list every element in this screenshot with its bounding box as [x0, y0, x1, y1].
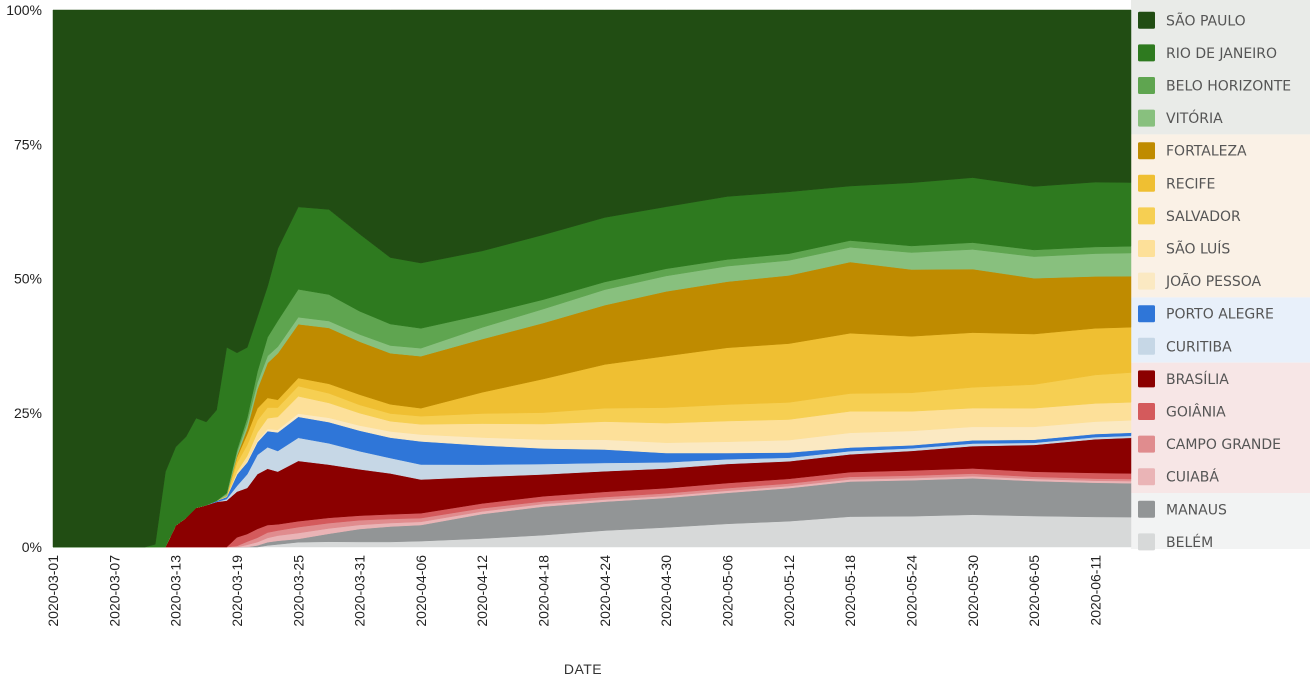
- legend-item[interactable]: BRASÍLIA: [1138, 370, 1229, 388]
- legend-swatch: [1138, 468, 1155, 486]
- legend-item[interactable]: MANAUS: [1138, 500, 1227, 519]
- legend-label: BELO HORIZONTE: [1166, 79, 1291, 95]
- legend-label: CUIABÁ: [1166, 469, 1219, 486]
- y-tick-label: 75%: [14, 136, 42, 152]
- x-tick-label: 2020-04-30: [658, 555, 674, 627]
- x-tick-label: 2020-03-07: [106, 555, 122, 627]
- legend-item[interactable]: GOIÂNIA: [1138, 403, 1226, 421]
- legend-swatch: [1138, 207, 1155, 225]
- legend-item[interactable]: BELO HORIZONTE: [1138, 77, 1291, 95]
- legend-group-norte: [1131, 493, 1310, 549]
- x-tick-label: 2020-04-18: [536, 555, 552, 627]
- x-tick-label: 2020-03-25: [290, 555, 306, 627]
- y-tick-label: 50%: [14, 271, 42, 287]
- legend-group-sudeste: [1131, 0, 1310, 135]
- legend-item[interactable]: CAMPO GRANDE: [1138, 435, 1281, 454]
- legend-item[interactable]: VITÓRIA: [1138, 109, 1223, 127]
- legend-label: SÃO LUÍS: [1166, 241, 1230, 258]
- legend-label: GOIÂNIA: [1166, 403, 1226, 421]
- legend-item[interactable]: PORTO ALEGRE: [1138, 305, 1274, 323]
- x-tick-label: 2020-03-19: [229, 555, 245, 627]
- legend-group-sul: [1131, 297, 1310, 363]
- x-tick-label: 2020-05-12: [781, 555, 797, 627]
- chart-areas: [52, 9, 1132, 548]
- legend-swatch: [1138, 305, 1155, 323]
- x-tick-label: 2020-04-06: [413, 555, 429, 627]
- legend-item[interactable]: FORTALEZA: [1138, 142, 1247, 160]
- legend-label: SÃO PAULO: [1166, 12, 1246, 29]
- legend-item[interactable]: BELÉM: [1138, 533, 1213, 551]
- legend-swatch: [1138, 370, 1155, 388]
- legend-label: BRASÍLIA: [1166, 371, 1229, 388]
- legend-swatch: [1138, 533, 1155, 551]
- legend: SÃO PAULO RIO DE JANEIRO BELO HORIZONTE VIT…: [1138, 11, 1291, 551]
- legend-item[interactable]: SÃO PAULO: [1138, 11, 1246, 30]
- legend-item[interactable]: CURITIBA: [1138, 337, 1232, 356]
- legend-swatch: [1138, 500, 1155, 518]
- legend-label: FORTALEZA: [1166, 144, 1247, 160]
- legend-item[interactable]: SÃO LUÍS: [1138, 240, 1230, 258]
- x-tick-label: 2020-06-05: [1026, 555, 1042, 627]
- y-tick-label: 0%: [22, 539, 42, 555]
- x-tick-label: 2020-04-24: [597, 555, 613, 627]
- x-axis: 2020-03-01 2020-03-07 2020-03-13 2020-03-19…: [45, 555, 1103, 627]
- legend-label: SALVADOR: [1166, 209, 1241, 225]
- x-tick-label: 2020-03-31: [352, 555, 368, 627]
- x-tick-label: 2020-05-06: [720, 555, 736, 627]
- legend-item[interactable]: JOÃO PESSOA: [1138, 272, 1262, 291]
- legend-label: JOÃO PESSOA: [1165, 273, 1262, 290]
- legend-label: CAMPO GRANDE: [1166, 437, 1281, 453]
- legend-swatch: [1138, 109, 1155, 127]
- x-tick-label: 2020-05-30: [965, 555, 981, 627]
- legend-swatch: [1138, 240, 1155, 257]
- x-tick-label: 2020-03-13: [168, 555, 184, 627]
- legend-label: RECIFE: [1166, 176, 1215, 192]
- y-axis: 0% 25% 50% 75% 100%: [6, 2, 42, 555]
- legend-swatch: [1138, 77, 1155, 94]
- x-tick-label: 2020-05-24: [903, 555, 919, 627]
- legend-swatch: [1138, 272, 1155, 290]
- y-tick-label: 25%: [14, 405, 42, 421]
- legend-item[interactable]: CUIABÁ: [1138, 468, 1219, 486]
- legend-background: [1131, 0, 1310, 549]
- legend-swatch: [1138, 435, 1155, 453]
- y-tick-label: 100%: [6, 2, 42, 18]
- legend-label: CURITIBA: [1166, 339, 1232, 355]
- legend-label: PORTO ALEGRE: [1166, 307, 1274, 323]
- legend-swatch: [1138, 44, 1155, 62]
- legend-label: RIO DE JANEIRO: [1166, 46, 1277, 62]
- legend-label: BELÉM: [1166, 534, 1213, 551]
- legend-swatch: [1138, 174, 1155, 192]
- legend-label: MANAUS: [1166, 502, 1227, 518]
- x-tick-label: 2020-05-18: [842, 555, 858, 627]
- legend-swatch: [1138, 11, 1155, 29]
- x-tick-label: 2020-06-11: [1087, 555, 1103, 626]
- x-tick-label: 2020-03-01: [45, 555, 61, 627]
- legend-label: VITÓRIA: [1166, 109, 1223, 127]
- x-tick-label: 2020-04-12: [474, 555, 490, 627]
- legend-swatch: [1138, 403, 1155, 420]
- area-sao-paulo: [52, 9, 1132, 548]
- legend-item[interactable]: RECIFE: [1138, 174, 1215, 193]
- legend-swatch: [1138, 142, 1155, 160]
- legend-group-nordeste: [1131, 134, 1310, 298]
- x-axis-title: DATE: [564, 661, 602, 677]
- legend-group-centro-oeste: [1131, 362, 1310, 493]
- legend-item[interactable]: SALVADOR: [1138, 207, 1241, 225]
- legend-swatch: [1138, 337, 1155, 355]
- legend-item[interactable]: RIO DE JANEIRO: [1138, 44, 1277, 62]
